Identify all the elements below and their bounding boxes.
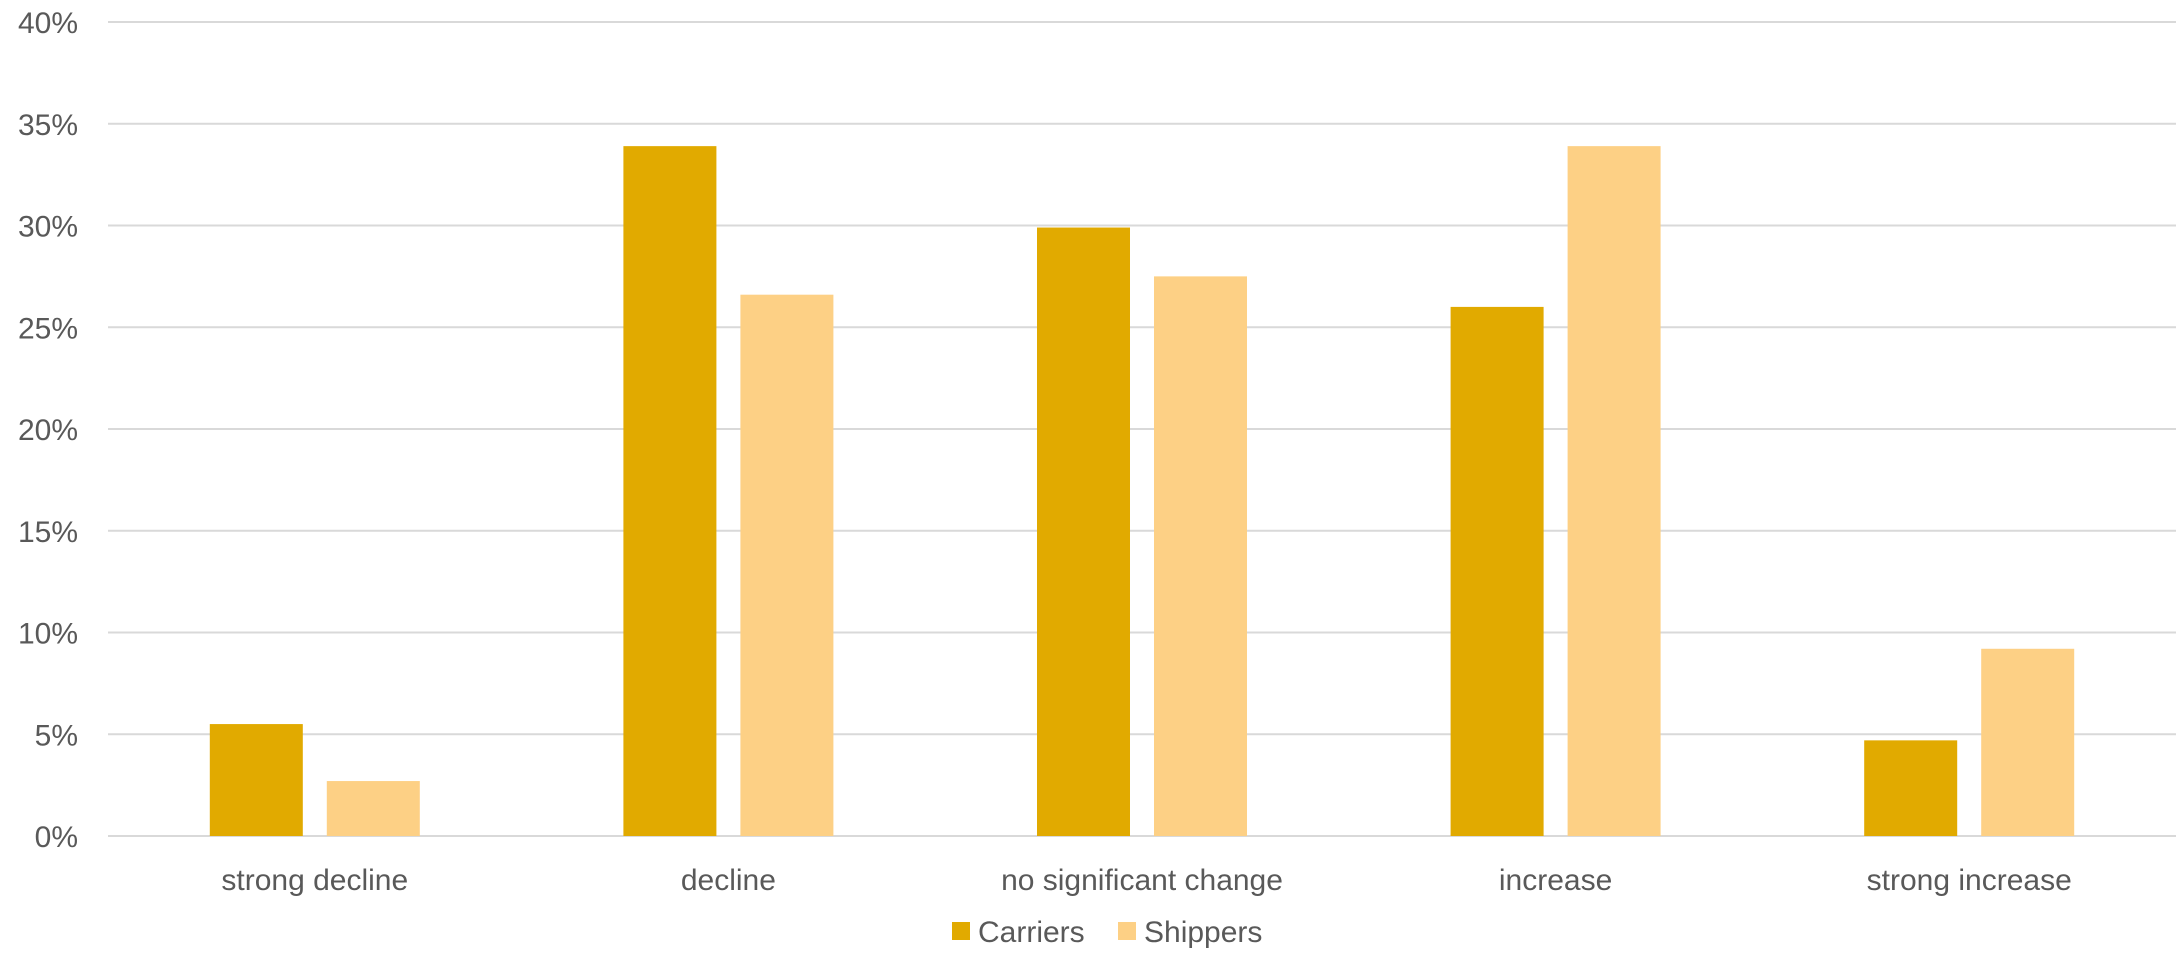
y-tick-label: 20% bbox=[18, 414, 78, 447]
legend-swatch-shippers bbox=[1118, 922, 1136, 940]
x-category-label: decline bbox=[681, 864, 776, 897]
x-category-label: no significant change bbox=[1001, 864, 1283, 897]
x-category-label: strong increase bbox=[1867, 864, 2072, 897]
bar-carriers-increase bbox=[1450, 306, 1544, 836]
gridlines bbox=[108, 21, 2176, 837]
y-tick-label: 0% bbox=[35, 821, 78, 854]
x-category-label: strong decline bbox=[221, 864, 408, 897]
bar-shippers-decline bbox=[740, 294, 834, 836]
y-tick-label: 10% bbox=[18, 618, 78, 651]
bar-shippers-strong-increase bbox=[1981, 648, 2075, 836]
legend: Carriers Shippers bbox=[952, 916, 1262, 949]
x-axis-category-labels: strong decline decline no significant chan… bbox=[221, 864, 2071, 897]
legend-label-carriers: Carriers bbox=[978, 916, 1085, 949]
y-tick-label: 40% bbox=[18, 7, 78, 40]
bar-carriers-strong-increase bbox=[1864, 740, 1958, 836]
y-tick-label: 30% bbox=[18, 211, 78, 244]
y-tick-label: 35% bbox=[18, 109, 78, 142]
bar-carriers-decline bbox=[623, 146, 717, 836]
y-tick-label: 5% bbox=[35, 719, 78, 752]
y-tick-label: 25% bbox=[18, 312, 78, 345]
y-axis-tick-labels: 0% 5% 10% 15% 20% 25% 30% 35% 40% bbox=[18, 7, 78, 854]
bars bbox=[209, 146, 2075, 836]
bar-carriers-strong-decline bbox=[209, 724, 303, 836]
bar-shippers-no-significant-change bbox=[1154, 276, 1247, 836]
legend-swatch-carriers bbox=[952, 922, 970, 940]
bar-shippers-strong-decline bbox=[326, 781, 420, 836]
bar-carriers-no-significant-change bbox=[1037, 227, 1130, 836]
legend-label-shippers: Shippers bbox=[1144, 916, 1262, 949]
x-category-label: increase bbox=[1499, 864, 1612, 897]
bar-shippers-increase bbox=[1567, 146, 1661, 836]
y-tick-label: 15% bbox=[18, 516, 78, 549]
